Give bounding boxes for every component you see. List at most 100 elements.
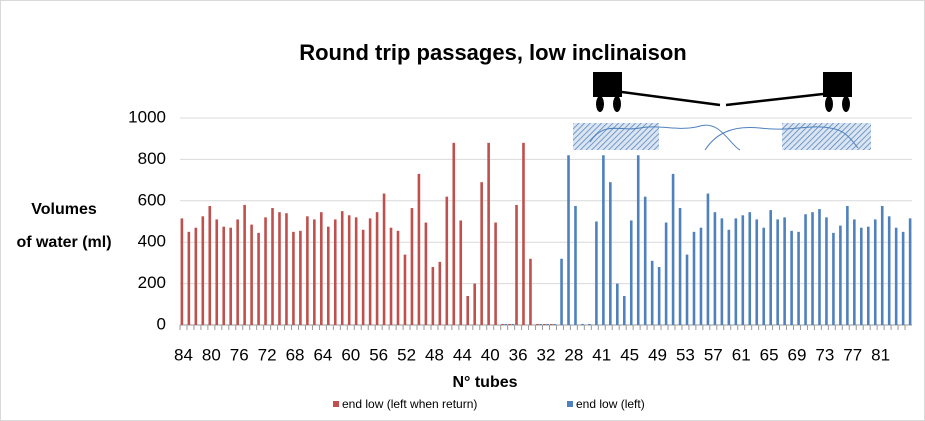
bar (699, 227, 703, 325)
y-tick-label: 1000 (128, 107, 166, 126)
bar (894, 227, 898, 325)
bar (222, 226, 226, 325)
bar (853, 219, 856, 325)
bar (389, 227, 393, 325)
bar (466, 296, 470, 325)
x-tick-label: 77 (843, 345, 862, 364)
bar (480, 182, 483, 325)
bar (550, 323, 553, 325)
bar (271, 208, 274, 325)
bar (860, 227, 863, 325)
bar (306, 216, 309, 325)
bar (187, 231, 191, 325)
bar (880, 205, 884, 325)
bar (783, 217, 786, 325)
bar (313, 219, 316, 325)
x-tick-label: 56 (369, 345, 388, 364)
bar (278, 212, 281, 325)
bar (901, 231, 905, 325)
x-tick-label: 28 (564, 345, 583, 364)
bar (622, 296, 626, 325)
bar (727, 229, 731, 325)
bar (706, 193, 710, 325)
illustration (573, 72, 871, 151)
bar (574, 205, 577, 325)
bar (333, 219, 337, 325)
bar (508, 323, 511, 325)
bar (375, 212, 379, 325)
bar (678, 208, 682, 325)
bar (811, 212, 814, 325)
x-tick-label: 32 (537, 345, 556, 364)
bar (257, 232, 260, 325)
bar (567, 155, 570, 325)
bar (790, 230, 793, 325)
bar (494, 222, 497, 325)
y-tick-label: 800 (138, 149, 166, 168)
y-axis-title: Volumes (31, 201, 97, 218)
bar (595, 221, 598, 325)
bar (643, 196, 647, 325)
bar (396, 230, 400, 325)
bar (873, 219, 877, 325)
bar (692, 231, 696, 325)
bar (501, 323, 504, 325)
bar (445, 196, 449, 325)
bar (685, 254, 689, 325)
y-tick-label: 0 (157, 314, 166, 333)
y-tick-label: 200 (138, 273, 166, 292)
x-tick-label: 53 (676, 345, 695, 364)
bar (326, 226, 330, 325)
bar (504, 323, 508, 325)
bar (650, 260, 654, 325)
chart-title: Round trip passages, low inclinaison (299, 40, 687, 65)
bar (236, 219, 239, 325)
x-tick-label: 64 (313, 345, 332, 364)
bar (887, 216, 891, 325)
bar (553, 323, 556, 325)
bar (846, 205, 849, 325)
x-tick-label: 36 (509, 345, 528, 364)
legend-label: end low (left) (576, 397, 645, 411)
y-tick-label: 600 (138, 190, 166, 209)
bar (657, 267, 661, 325)
x-tick-label: 57 (704, 345, 723, 364)
bar (410, 208, 414, 325)
bar (243, 204, 246, 325)
bar (609, 182, 612, 325)
bar (250, 224, 253, 325)
bar (511, 323, 515, 325)
x-tick-label: 49 (648, 345, 667, 364)
bar (602, 155, 605, 325)
x-tick-label: 72 (258, 345, 277, 364)
bar (438, 261, 442, 325)
x-tick-label: 48 (425, 345, 444, 364)
bar (581, 323, 584, 325)
bar (866, 226, 870, 325)
bar (347, 215, 351, 325)
bar (825, 217, 828, 325)
bar (713, 212, 717, 325)
bar (354, 217, 358, 325)
bar (417, 173, 421, 325)
bar (299, 230, 302, 325)
bar (748, 212, 752, 325)
bar (616, 283, 619, 325)
bar (320, 212, 323, 325)
x-axis-title: N° tubes (452, 374, 517, 391)
legend-label: end low (left when return) (342, 397, 477, 411)
x-tick-label: 81 (871, 345, 890, 364)
bar (229, 227, 232, 325)
bar (741, 215, 745, 325)
bar (452, 142, 456, 325)
bar (664, 222, 668, 325)
x-tick-label: 84 (174, 345, 193, 364)
bar (473, 283, 476, 325)
bar (671, 173, 675, 325)
bar (515, 204, 518, 325)
bar (180, 218, 184, 325)
bar (832, 232, 835, 325)
bar (776, 219, 779, 325)
bar (361, 229, 365, 325)
